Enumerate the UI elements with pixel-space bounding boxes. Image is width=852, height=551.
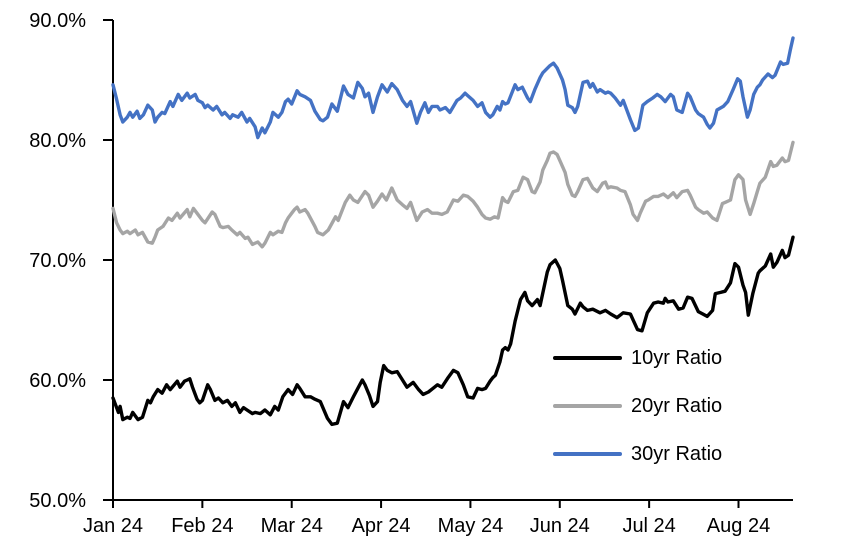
legend-label-20yr-ratio: 20yr Ratio [631, 395, 723, 417]
legend: 10yr Ratio 20yr Ratio 30yr Ratio [553, 345, 722, 489]
x-tick-label: Mar 24 [261, 515, 323, 537]
y-tick-label: 80.0% [29, 130, 86, 152]
x-tick-label: Apr 24 [352, 515, 411, 537]
series-line-10yr-ratio [111, 235, 795, 427]
y-tick-label: 60.0% [29, 370, 86, 392]
legend-label-30yr-ratio: 30yr Ratio [631, 443, 723, 465]
x-tick-label: Jan 24 [83, 515, 143, 537]
series-line-20yr-ratio [111, 140, 795, 249]
x-tick-label: Aug 24 [707, 515, 770, 537]
legend-item-10yr-ratio: 10yr Ratio [553, 345, 722, 371]
legend-label-10yr-ratio: 10yr Ratio [631, 347, 723, 369]
series-line-30yr-ratio [111, 36, 795, 140]
legend-item-30yr-ratio: 30yr Ratio [553, 441, 722, 467]
legend-item-20yr-ratio: 20yr Ratio [553, 393, 722, 419]
y-tick-label: 90.0% [29, 10, 86, 32]
y-tick-label: 50.0% [29, 490, 86, 512]
legend-swatch-20yr-ratio [553, 404, 622, 408]
x-tick-label: May 24 [438, 515, 504, 537]
y-tick-label: 70.0% [29, 250, 86, 272]
x-tick-label: Jun 24 [530, 515, 590, 537]
x-tick-label: Jul 24 [622, 515, 675, 537]
legend-swatch-30yr-ratio [553, 452, 622, 456]
legend-swatch-10yr-ratio [553, 356, 622, 360]
x-tick-label: Feb 24 [171, 515, 233, 537]
